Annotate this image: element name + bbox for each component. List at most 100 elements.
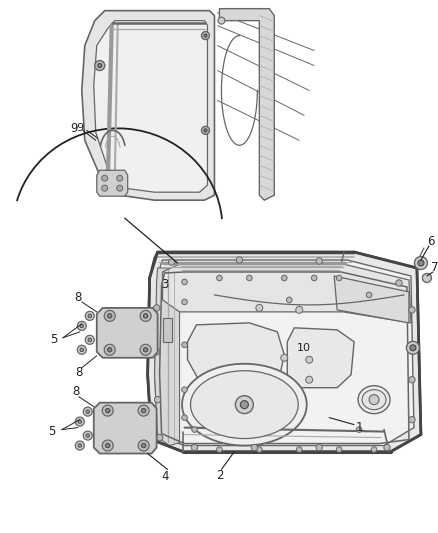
Circle shape [155, 397, 161, 403]
Circle shape [217, 275, 222, 281]
Text: 10: 10 [297, 343, 311, 353]
Circle shape [168, 259, 175, 265]
Circle shape [409, 306, 415, 313]
Circle shape [102, 175, 108, 181]
Circle shape [143, 348, 148, 352]
Polygon shape [162, 318, 172, 342]
Circle shape [182, 342, 187, 348]
Circle shape [409, 416, 415, 423]
Circle shape [422, 273, 431, 282]
Circle shape [204, 34, 207, 37]
Circle shape [88, 338, 92, 342]
Polygon shape [97, 170, 127, 196]
Text: 2: 2 [215, 469, 223, 482]
Text: 3: 3 [161, 278, 168, 292]
Text: 6: 6 [427, 235, 434, 247]
Circle shape [153, 305, 160, 311]
Circle shape [86, 410, 90, 414]
Text: 7: 7 [431, 262, 438, 274]
Circle shape [153, 349, 160, 355]
Circle shape [414, 256, 427, 270]
Circle shape [107, 348, 112, 352]
Circle shape [256, 304, 263, 311]
Circle shape [106, 408, 110, 413]
Polygon shape [162, 264, 411, 323]
Polygon shape [155, 268, 180, 446]
Circle shape [281, 354, 288, 361]
Polygon shape [155, 260, 414, 446]
Circle shape [257, 447, 262, 453]
Text: 1: 1 [355, 421, 363, 434]
Circle shape [409, 376, 415, 383]
Circle shape [106, 443, 110, 448]
Circle shape [247, 275, 252, 281]
Text: 9: 9 [76, 123, 83, 133]
Circle shape [297, 447, 302, 453]
Circle shape [117, 175, 123, 181]
Circle shape [117, 185, 123, 191]
Circle shape [306, 376, 313, 383]
Circle shape [201, 31, 209, 39]
Circle shape [143, 314, 148, 318]
Circle shape [83, 407, 92, 416]
Circle shape [192, 427, 197, 432]
Circle shape [102, 440, 113, 451]
Circle shape [336, 275, 342, 281]
Circle shape [102, 185, 108, 191]
Polygon shape [94, 21, 208, 192]
Circle shape [77, 345, 86, 354]
Circle shape [107, 314, 112, 318]
Circle shape [218, 17, 225, 24]
Circle shape [251, 445, 258, 451]
Circle shape [75, 417, 84, 426]
Circle shape [336, 447, 342, 453]
Text: 5: 5 [48, 425, 56, 438]
Circle shape [80, 324, 84, 328]
Ellipse shape [191, 371, 298, 439]
Ellipse shape [358, 386, 390, 414]
Circle shape [191, 445, 198, 451]
Polygon shape [334, 276, 409, 323]
Circle shape [356, 427, 362, 432]
Circle shape [384, 445, 390, 451]
Circle shape [240, 401, 248, 409]
Circle shape [86, 434, 90, 438]
Circle shape [316, 445, 322, 451]
Circle shape [140, 310, 151, 321]
Circle shape [406, 341, 420, 354]
Circle shape [182, 279, 187, 285]
Circle shape [95, 61, 105, 70]
Circle shape [104, 310, 115, 321]
Circle shape [77, 321, 86, 330]
Circle shape [306, 356, 313, 364]
Circle shape [141, 408, 146, 413]
Circle shape [98, 63, 102, 68]
Circle shape [182, 387, 187, 392]
Ellipse shape [362, 390, 386, 410]
Text: 4: 4 [162, 470, 170, 483]
Text: 8: 8 [72, 385, 79, 398]
Circle shape [235, 395, 253, 414]
Polygon shape [287, 328, 354, 387]
Circle shape [138, 440, 149, 451]
Text: 5: 5 [50, 333, 57, 346]
Text: 9: 9 [70, 122, 78, 135]
Circle shape [140, 344, 151, 356]
Circle shape [286, 297, 292, 303]
Circle shape [396, 280, 402, 286]
Circle shape [80, 348, 84, 352]
Circle shape [204, 129, 207, 132]
Circle shape [369, 394, 379, 405]
Circle shape [88, 314, 92, 318]
Circle shape [311, 275, 317, 281]
Circle shape [418, 260, 424, 266]
Circle shape [371, 447, 377, 453]
Circle shape [141, 443, 146, 448]
Circle shape [85, 311, 94, 320]
Circle shape [182, 415, 187, 421]
Circle shape [366, 292, 372, 298]
Circle shape [102, 405, 113, 416]
Circle shape [156, 434, 163, 441]
Polygon shape [219, 9, 274, 200]
Circle shape [75, 441, 84, 450]
